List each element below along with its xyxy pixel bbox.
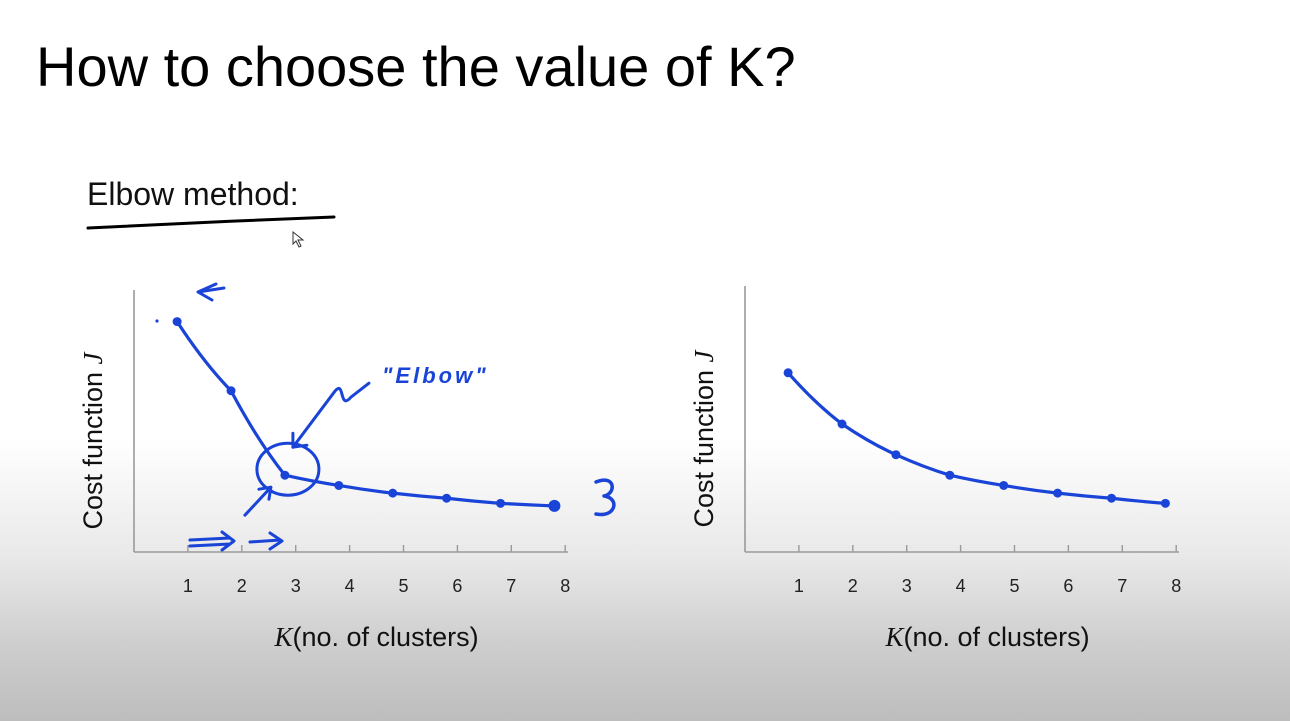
x-axis-label-text: (no. of clusters) bbox=[293, 622, 479, 652]
x-tick-label: 3 bbox=[291, 576, 301, 596]
x-axis-label-var: K bbox=[885, 622, 906, 652]
lower-arrow bbox=[243, 485, 273, 517]
y-axis-label: Cost function J bbox=[689, 348, 719, 527]
data-point bbox=[1053, 488, 1063, 498]
data-point bbox=[945, 470, 955, 480]
data-point bbox=[496, 498, 506, 508]
y-axis-label-var: J bbox=[689, 348, 719, 362]
y-axis-label: Cost function J bbox=[78, 350, 108, 529]
data-point bbox=[1160, 498, 1170, 508]
x-tick-label: 7 bbox=[1117, 576, 1127, 596]
x-axis-label-var: K bbox=[274, 622, 295, 652]
smooth-cost-chart: 1 2 3 4 5 6 7 8 Cost function J K(no. of cluste… bbox=[689, 286, 1181, 652]
x-tick-label: 2 bbox=[237, 576, 247, 596]
elbow-pointer-arrow bbox=[291, 381, 371, 449]
y-axis-label-text: Cost function bbox=[78, 364, 108, 529]
elbow-pointer-head bbox=[291, 431, 309, 449]
data-point bbox=[548, 499, 561, 512]
x-tick-label: 6 bbox=[1063, 576, 1073, 596]
x-tick-label: 7 bbox=[506, 576, 516, 596]
x-tick-label: 6 bbox=[452, 576, 462, 596]
data-point bbox=[334, 480, 344, 490]
data-point bbox=[388, 488, 398, 498]
x-tick-label: 2 bbox=[848, 576, 858, 596]
data-point bbox=[1107, 493, 1117, 503]
slide-title: How to choose the value of K? bbox=[36, 35, 796, 98]
data-point bbox=[280, 470, 290, 480]
handwritten-underline bbox=[86, 215, 336, 230]
data-point bbox=[226, 386, 236, 396]
series-line bbox=[783, 368, 1170, 508]
x-tick-label: 4 bbox=[345, 576, 355, 596]
mouse-cursor-icon bbox=[292, 231, 305, 248]
data-point bbox=[999, 480, 1009, 490]
handwritten-annotations: "Elbow" bbox=[155, 282, 616, 552]
x-axis-label: K(no. of clusters) bbox=[885, 622, 1090, 652]
series-path bbox=[175, 320, 557, 508]
double-arrow-1 bbox=[188, 530, 236, 552]
x-axis-label-text: (no. of clusters) bbox=[904, 622, 1090, 652]
elbow-annotation: "Elbow" bbox=[382, 363, 489, 388]
squiggle-three bbox=[594, 478, 616, 517]
x-tick-label: 8 bbox=[1171, 576, 1181, 596]
series-path bbox=[786, 371, 1168, 505]
axes bbox=[133, 290, 568, 553]
y-axis-label-var: J bbox=[78, 350, 108, 364]
elbow-circle bbox=[255, 441, 321, 497]
y-axis-label-text: Cost function bbox=[689, 362, 719, 527]
x-tick-label: 5 bbox=[1009, 576, 1019, 596]
axes bbox=[744, 286, 1179, 553]
elbow-chart: 1 2 3 4 5 6 7 8 Cost function J K(no. of cluste… bbox=[78, 282, 616, 652]
ink-dot bbox=[155, 319, 159, 323]
x-tick-label: 1 bbox=[183, 576, 193, 596]
x-tick-label: 1 bbox=[794, 576, 804, 596]
data-point bbox=[442, 493, 452, 503]
x-tick-label: 5 bbox=[398, 576, 408, 596]
arrow-to-first-point bbox=[196, 282, 226, 302]
elbow-method-heading: Elbow method: bbox=[87, 176, 299, 212]
double-arrow-2 bbox=[248, 531, 284, 551]
x-tick-label: 4 bbox=[956, 576, 966, 596]
x-ticks: 1 2 3 4 5 6 7 8 bbox=[183, 545, 570, 596]
data-point bbox=[172, 317, 182, 327]
data-point bbox=[783, 368, 793, 378]
data-point bbox=[837, 419, 847, 429]
x-ticks: 1 2 3 4 5 6 7 8 bbox=[794, 545, 1181, 596]
x-tick-label: 8 bbox=[560, 576, 570, 596]
series-line bbox=[172, 317, 561, 512]
x-tick-label: 3 bbox=[902, 576, 912, 596]
x-axis-label: K(no. of clusters) bbox=[274, 622, 479, 652]
data-point bbox=[891, 450, 901, 460]
